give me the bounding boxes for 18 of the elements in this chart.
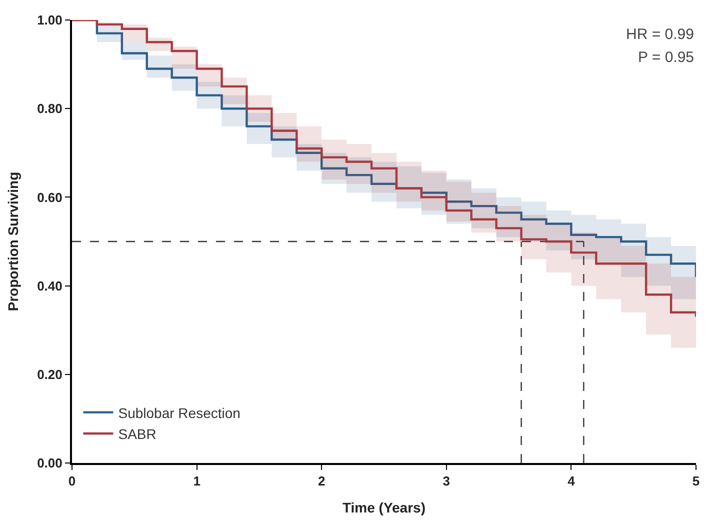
y-tick-label: 0.80: [37, 101, 62, 116]
x-tick-label: 5: [692, 474, 700, 489]
y-tick-label: 0.40: [37, 278, 62, 294]
legend-label: SABR: [118, 426, 156, 442]
x-tick-label: 3: [442, 474, 450, 489]
x-tick-label: 0: [68, 474, 76, 489]
y-tick-label: 0.20: [37, 366, 62, 382]
x-axis-title: Time (Years): [342, 499, 426, 516]
y-tick-label: 1.00: [37, 12, 62, 28]
x-tick-label: 2: [318, 474, 326, 489]
annotation: HR = 0.99: [626, 26, 694, 43]
x-tick-label: 4: [568, 474, 576, 489]
y-axis-title: Proportion Surviving: [5, 172, 22, 312]
x-tick-label: 1: [193, 474, 200, 489]
annotation: P = 0.95: [638, 49, 694, 66]
legend-label: Sublobar Resection: [118, 404, 240, 421]
y-tick-label: 0.00: [37, 456, 62, 471]
y-tick-label: 0.60: [37, 190, 62, 205]
